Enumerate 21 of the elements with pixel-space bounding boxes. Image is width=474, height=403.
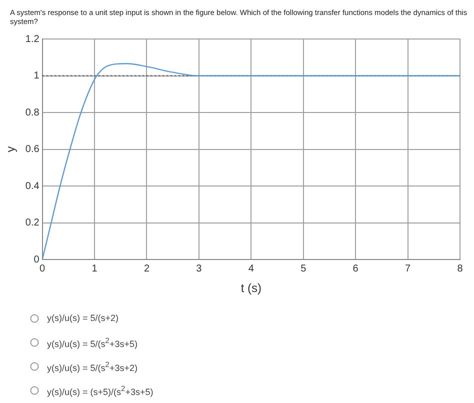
y-axis-title: y [4, 146, 18, 152]
x-tick-label: 5 [300, 263, 307, 274]
text: y(s)/u(s) = 5/(s$^{2}$+3s+2) [47, 360, 138, 372]
y-tick-label: 0.2 [25, 218, 40, 229]
x-axis-title: t (s) [240, 281, 262, 296]
text: y(s)/u(s) = (s+5)/(s$^{2}$+3s+5) [47, 384, 154, 396]
x-tick-label: 6 [352, 263, 359, 274]
x-tick-label: 3 [196, 263, 202, 274]
x-tick-label: 1 [92, 263, 98, 274]
x-tick-label: 4 [248, 263, 254, 274]
x-tick-label: 2 [144, 263, 150, 274]
y-tick-label: 0.6 [25, 144, 40, 156]
y-tick-label: 0.8 [25, 107, 40, 118]
text: y(s)/u(s) = 5/(s+2) [47, 313, 119, 323]
text: y(s)/u(s) = 5/(s$^{2}$+3s+5) [47, 336, 138, 348]
y-tick-label: 0 [34, 254, 40, 266]
y-tick-label: 0.4 [25, 180, 40, 192]
x-tick-label: 8 [457, 263, 464, 274]
y-tick-label: 1.2 [25, 34, 40, 45]
y-tick-label: 1 [34, 70, 40, 82]
x-tick-label: 7 [405, 263, 412, 274]
